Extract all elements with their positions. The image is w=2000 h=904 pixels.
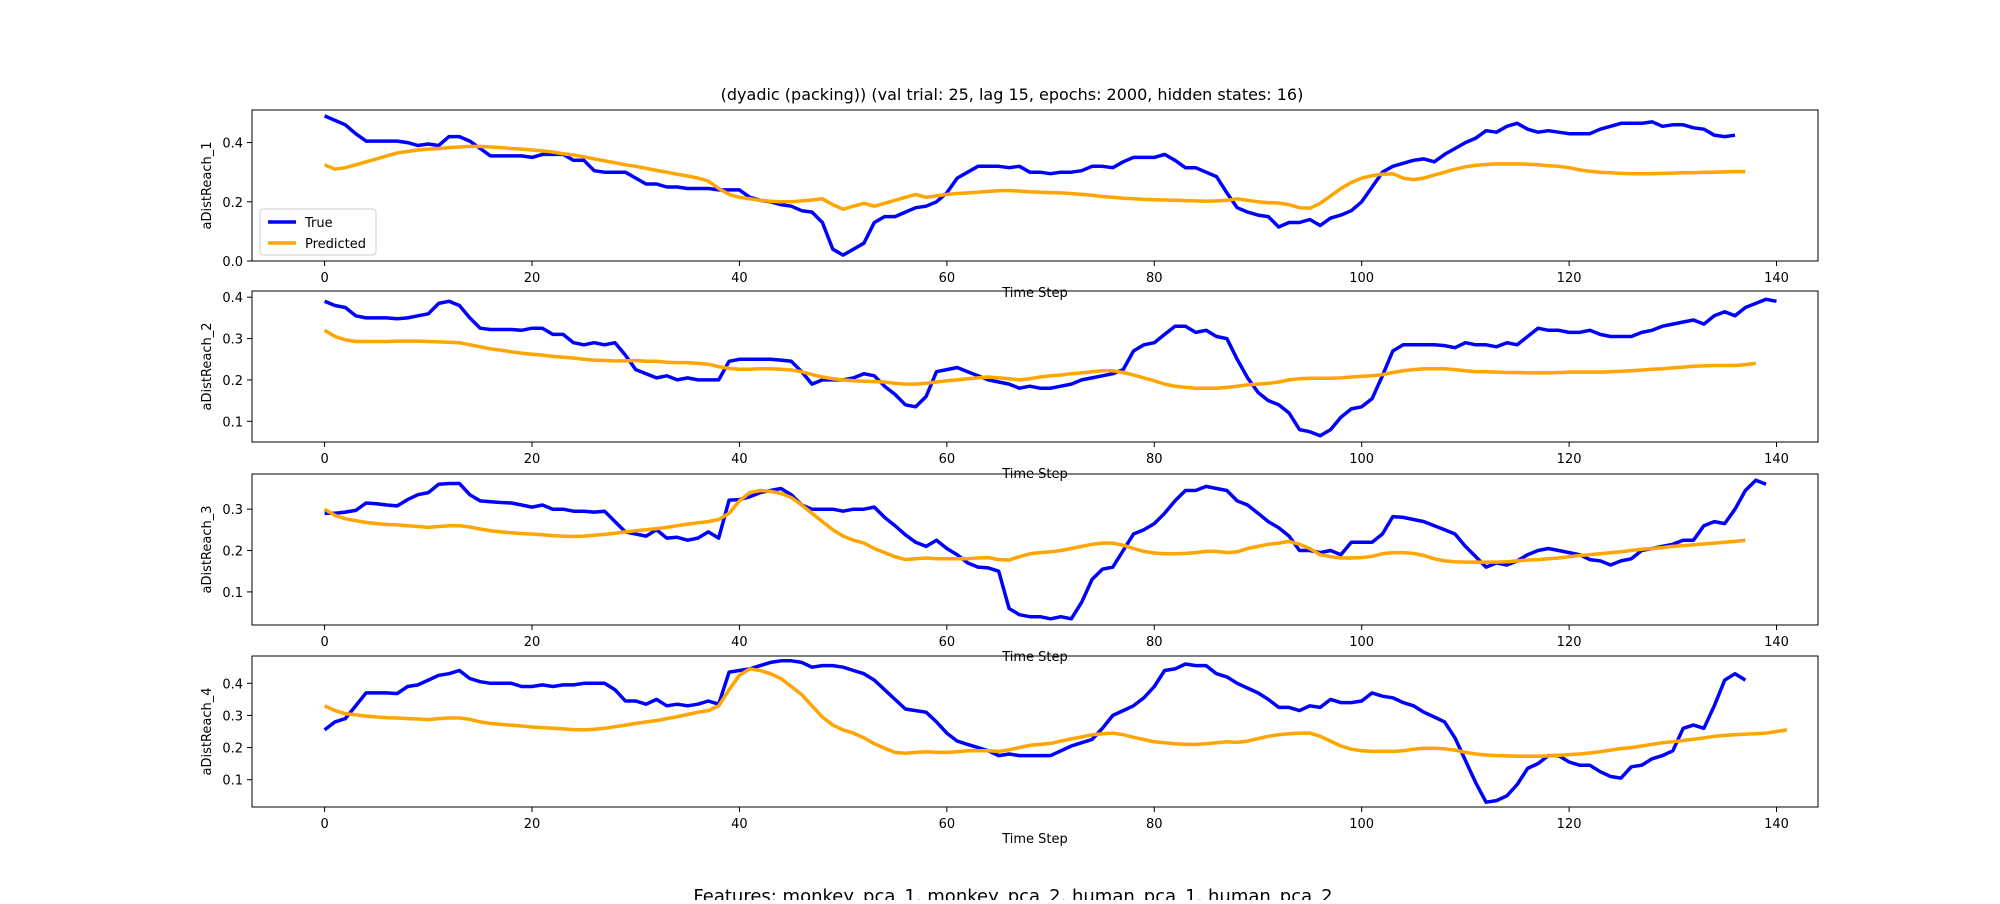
x-tick-label: 140: [1764, 452, 1789, 467]
series-line-true: [324, 478, 1767, 621]
x-tick-label: 120: [1557, 271, 1582, 286]
panel-3: 0 20 40 60 80 100 120 140 Time Step 0.1 0.2 0.3 aDis…: [200, 473, 1819, 665]
x-tick-label: 140: [1764, 635, 1789, 650]
y-tick-label: 0.3: [222, 709, 243, 724]
y-tick-label: 0.4: [222, 137, 243, 152]
y-tick-label: 0.2: [222, 374, 243, 389]
x-tick-label: 60: [939, 271, 956, 286]
panel-frame: [251, 109, 1819, 262]
y-tick-label: 0.4: [222, 291, 243, 306]
x-tick-label: 120: [1557, 452, 1582, 467]
x-axis-label: Time Step: [1001, 286, 1068, 301]
panel-frame: [251, 655, 1819, 808]
x-tick-label: 0: [320, 817, 328, 832]
features-caption: Features: monkey_pca_1, monkey_pca_2, hu…: [693, 886, 1332, 900]
x-tick-label: 20: [524, 271, 541, 286]
series-line-predicted: [323, 328, 1757, 390]
x-tick-label: 100: [1349, 817, 1374, 832]
x-tick-label: 80: [1146, 817, 1163, 832]
panel-frame: [251, 290, 1819, 443]
y-axis-label: aDistReach_2: [200, 322, 215, 410]
x-axis-label: Time Step: [1001, 650, 1068, 665]
y-tick-label: 0.2: [222, 742, 243, 757]
x-axis-label: Time Step: [1001, 832, 1068, 847]
x-tick-label: 20: [524, 452, 541, 467]
y-tick-label: 0.3: [222, 503, 243, 518]
y-tick-label: 0.1: [222, 774, 243, 789]
chart-title: (dyadic (packing)) (val trial: 25, lag 1…: [721, 85, 1304, 104]
x-tick-label: 40: [731, 817, 748, 832]
x-tick-label: 20: [524, 635, 541, 650]
x-tick-label: 60: [939, 452, 956, 467]
y-tick-label: 0.4: [222, 677, 243, 692]
panel-1: 0 20 40 60 80 100 120 140 Time Step 0.0 0.2 0.4 aDis…: [200, 109, 1819, 301]
series-line-predicted: [323, 667, 1788, 758]
x-tick-label: 120: [1557, 635, 1582, 650]
x-tick-label: 140: [1764, 817, 1789, 832]
legend: True Predicted: [259, 208, 377, 256]
y-tick-label: 0.1: [222, 586, 243, 601]
series-line-predicted: [323, 488, 1746, 564]
panel-4: 0 20 40 60 80 100 120 140 Time Step 0.1 0.2 0.3 0.4 a…: [200, 655, 1819, 847]
x-tick-label: 60: [939, 817, 956, 832]
x-tick-label: 140: [1764, 271, 1789, 286]
x-tick-label: 60: [939, 635, 956, 650]
y-tick-label: 0.0: [222, 255, 243, 270]
y-axis-label: aDistReach_4: [200, 687, 215, 775]
series-line-true: [323, 297, 1777, 438]
x-tick-label: 0: [320, 635, 328, 650]
x-tick-label: 20: [524, 817, 541, 832]
x-tick-label: 120: [1557, 817, 1582, 832]
y-tick-label: 0.2: [222, 545, 243, 560]
panel-frame: [251, 473, 1819, 626]
x-tick-label: 0: [320, 452, 328, 467]
legend-label-predicted: Predicted: [305, 237, 366, 252]
x-tick-label: 40: [731, 452, 748, 467]
y-tick-label: 0.1: [222, 415, 243, 430]
y-axis-label: aDistReach_3: [200, 505, 215, 593]
x-tick-label: 80: [1146, 271, 1163, 286]
x-tick-label: 100: [1349, 452, 1374, 467]
y-tick-label: 0.3: [222, 333, 243, 348]
x-tick-label: 80: [1146, 635, 1163, 650]
x-tick-label: 0: [320, 271, 328, 286]
series-line-predicted: [323, 144, 1746, 211]
legend-label-true: True: [304, 216, 333, 231]
series-line-true: [323, 659, 1747, 804]
series-line-true: [323, 114, 1736, 257]
x-tick-label: 100: [1349, 635, 1374, 650]
x-tick-label: 100: [1349, 271, 1374, 286]
x-tick-label: 80: [1146, 452, 1163, 467]
x-tick-label: 40: [731, 635, 748, 650]
y-tick-label: 0.2: [222, 196, 243, 211]
x-tick-label: 40: [731, 271, 748, 286]
y-axis-label: aDistReach_1: [200, 141, 215, 229]
